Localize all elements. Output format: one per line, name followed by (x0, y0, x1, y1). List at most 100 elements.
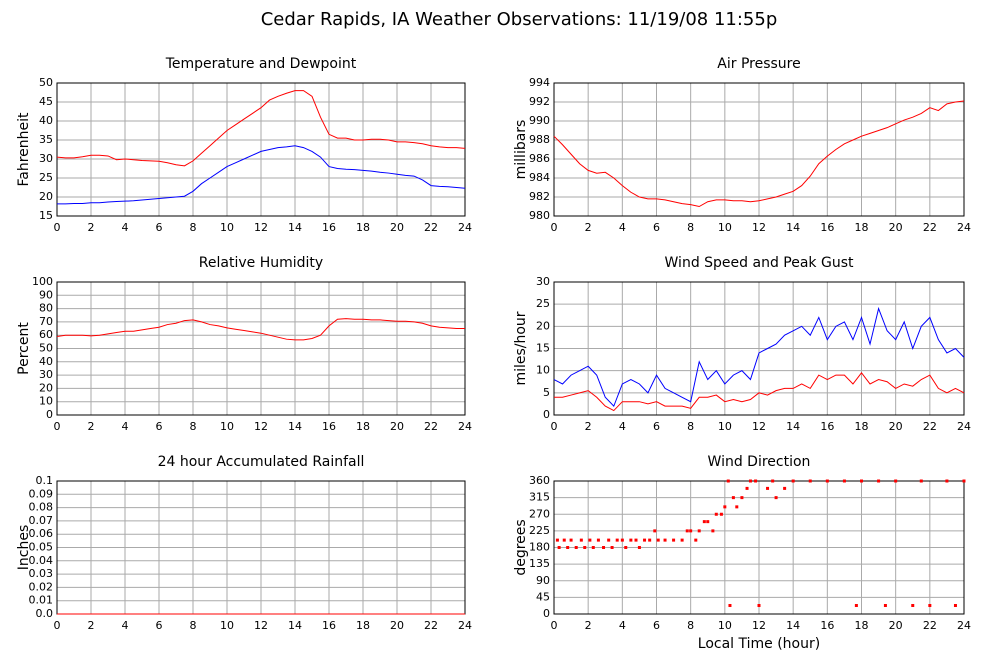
data-point (579, 538, 583, 542)
data-point (854, 604, 858, 608)
x-tick-label: 0 (551, 420, 558, 433)
data-point (607, 538, 611, 542)
data-point (656, 538, 660, 542)
y-axis-label: miles/hour (513, 311, 529, 385)
y-tick-label: 5 (543, 386, 550, 399)
data-point (663, 538, 667, 542)
x-tick-label: 16 (820, 619, 834, 632)
data-point (643, 538, 647, 542)
x-tick-label: 4 (122, 619, 129, 632)
x-tick-label: 14 (288, 420, 302, 433)
data-point (555, 538, 559, 542)
y-axis-label: Fahrenheit (16, 112, 32, 187)
x-tick-label: 2 (585, 619, 592, 632)
data-point (723, 505, 727, 509)
panel-title: Temperature and Dewpoint (165, 56, 357, 72)
x-tick-label: 18 (356, 619, 370, 632)
x-tick-label: 24 (458, 619, 472, 632)
x-tick-label: 0 (551, 221, 558, 234)
x-tick-label: 10 (220, 221, 234, 234)
data-point (728, 604, 732, 608)
data-line (57, 145, 466, 205)
data-point (928, 604, 932, 608)
y-tick-label: 180 (529, 541, 550, 554)
data-point (719, 512, 723, 516)
data-point (702, 520, 706, 524)
x-tick-label: 8 (687, 221, 694, 234)
x-tick-label: 16 (820, 420, 834, 433)
y-tick-label: 0.03 (29, 567, 54, 580)
x-tick-label: 2 (88, 420, 95, 433)
plot-frame (56, 281, 466, 416)
x-tick-label: 16 (322, 221, 336, 234)
y-tick-label: 0.05 (29, 541, 54, 554)
plot-frame (56, 82, 466, 217)
x-tick-label: 16 (820, 221, 834, 234)
y-axis-label: Percent (16, 322, 32, 375)
x-tick-label: 20 (889, 221, 903, 234)
data-point (860, 479, 863, 483)
data-point (694, 538, 698, 542)
x-tick-label: 20 (390, 619, 404, 632)
x-tick-label: 10 (718, 420, 732, 433)
data-point (615, 538, 619, 542)
x-tick-label: 4 (122, 420, 129, 433)
y-tick-label: 0 (543, 408, 550, 421)
data-point (629, 538, 633, 542)
y-tick-label: 0.09 (29, 487, 54, 500)
y-tick-label: 982 (529, 190, 550, 203)
y-tick-label: 30 (39, 152, 53, 165)
data-point (791, 479, 795, 483)
y-tick-label: 30 (39, 368, 53, 381)
x-tick-label: 20 (889, 619, 903, 632)
x-tick-label: 22 (424, 420, 438, 433)
data-point (588, 538, 592, 542)
data-point (648, 538, 652, 542)
data-point (602, 546, 606, 549)
data-point (919, 479, 923, 483)
page-title: Cedar Rapids, IA Weather Observations: 1… (261, 9, 778, 30)
data-point (808, 479, 812, 483)
x-tick-label: 14 (786, 221, 800, 234)
y-tick-label: 270 (529, 507, 550, 520)
x-tick-label: 0 (54, 221, 61, 234)
x-tick-label: 18 (356, 420, 370, 433)
y-tick-label: 50 (39, 342, 53, 355)
panel-title: Wind Speed and Peak Gust (665, 255, 854, 271)
y-tick-label: 990 (529, 114, 550, 127)
x-tick-label: 6 (653, 221, 660, 234)
data-point (883, 604, 887, 608)
y-axis-label: millibars (513, 120, 529, 180)
y-tick-label: 988 (529, 133, 550, 146)
x-tick-label: 6 (653, 619, 660, 632)
y-tick-label: 0.04 (29, 554, 54, 567)
data-point (953, 604, 957, 608)
data-point (771, 479, 775, 483)
x-tick-label: 6 (653, 420, 660, 433)
data-point (685, 529, 689, 533)
data-point (783, 486, 787, 490)
x-tick-label: 24 (458, 420, 472, 433)
y-tick-label: 70 (39, 315, 53, 328)
x-tick-label: 8 (190, 619, 197, 632)
y-tick-label: 0.0 (36, 607, 54, 620)
y-tick-label: 90 (536, 574, 550, 587)
y-tick-label: 10 (39, 395, 53, 408)
x-tick-label: 12 (752, 420, 766, 433)
x-tick-label: 18 (855, 619, 869, 632)
plot-frame (553, 82, 965, 217)
data-point (711, 529, 715, 533)
y-tick-label: 0.1 (36, 474, 54, 487)
data-point (624, 546, 628, 549)
y-tick-label: 994 (529, 76, 550, 89)
data-point (557, 546, 561, 549)
x-tick-label: 18 (356, 221, 370, 234)
plot-frame (553, 281, 965, 416)
x-tick-label: 24 (957, 221, 971, 234)
y-tick-label: 25 (39, 171, 53, 184)
x-tick-label: 16 (322, 619, 336, 632)
data-point (566, 546, 570, 549)
x-tick-label: 10 (718, 619, 732, 632)
y-tick-label: 15 (39, 209, 53, 222)
x-tick-label: 22 (923, 221, 937, 234)
